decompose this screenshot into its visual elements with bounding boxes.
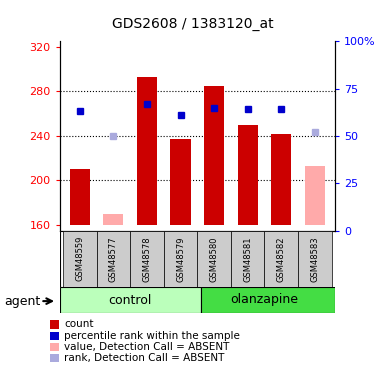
Bar [298, 231, 331, 287]
Bar [197, 231, 231, 287]
Bar [201, 287, 335, 313]
Text: GSM48578: GSM48578 [142, 236, 151, 282]
Bar [70, 170, 90, 225]
Text: GSM48577: GSM48577 [109, 236, 118, 282]
Bar [271, 134, 291, 225]
Text: GSM48579: GSM48579 [176, 236, 185, 282]
Text: value, Detection Call = ABSENT: value, Detection Call = ABSENT [64, 342, 230, 352]
Bar [204, 86, 224, 225]
Bar [305, 166, 325, 225]
Text: count: count [64, 320, 94, 329]
Bar [60, 287, 201, 313]
Bar [130, 231, 164, 287]
Bar [231, 231, 264, 287]
Bar [171, 139, 191, 225]
Text: GSM48583: GSM48583 [310, 236, 319, 282]
Bar [238, 125, 258, 225]
Text: GSM48582: GSM48582 [277, 236, 286, 282]
Bar [103, 214, 124, 225]
Bar [164, 231, 197, 287]
Text: rank, Detection Call = ABSENT: rank, Detection Call = ABSENT [64, 353, 225, 363]
Bar [137, 77, 157, 225]
Text: percentile rank within the sample: percentile rank within the sample [64, 331, 240, 340]
Text: agent: agent [4, 296, 40, 308]
Text: olanzapine: olanzapine [231, 294, 298, 306]
Text: GSM48559: GSM48559 [75, 236, 84, 281]
Text: GSM48581: GSM48581 [243, 236, 252, 282]
Bar [63, 231, 97, 287]
Text: GDS2608 / 1383120_at: GDS2608 / 1383120_at [112, 17, 273, 31]
Bar [97, 231, 130, 287]
Bar [264, 231, 298, 287]
Text: control: control [109, 294, 152, 306]
Text: GSM48580: GSM48580 [209, 236, 219, 282]
